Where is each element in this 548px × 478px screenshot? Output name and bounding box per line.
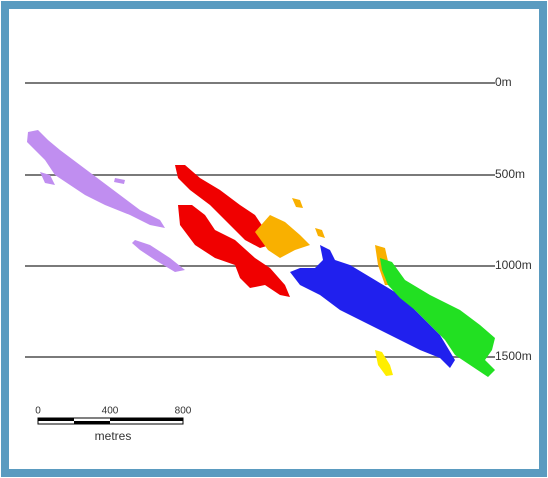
scale-bar-segment	[38, 418, 74, 421]
scale-tick-label: 800	[175, 406, 192, 417]
depth-label: 0m	[495, 75, 512, 89]
scale-tick-label: 400	[102, 406, 119, 417]
scale-bar-segment	[110, 418, 183, 421]
depth-label: 500m	[495, 167, 525, 181]
scale-tick-label: 0	[35, 406, 41, 417]
page: {"depth_labels": ["0m", "500m", "1000m",…	[0, 0, 548, 478]
scale-unit: metres	[95, 429, 132, 443]
depth-label: 1500m	[495, 349, 532, 363]
depth-label: 1000m	[495, 258, 532, 272]
scale-bar-segment	[74, 421, 110, 424]
cross-section: 0m 500m 1000m 1500m 0 400 800 metres	[0, 0, 548, 478]
